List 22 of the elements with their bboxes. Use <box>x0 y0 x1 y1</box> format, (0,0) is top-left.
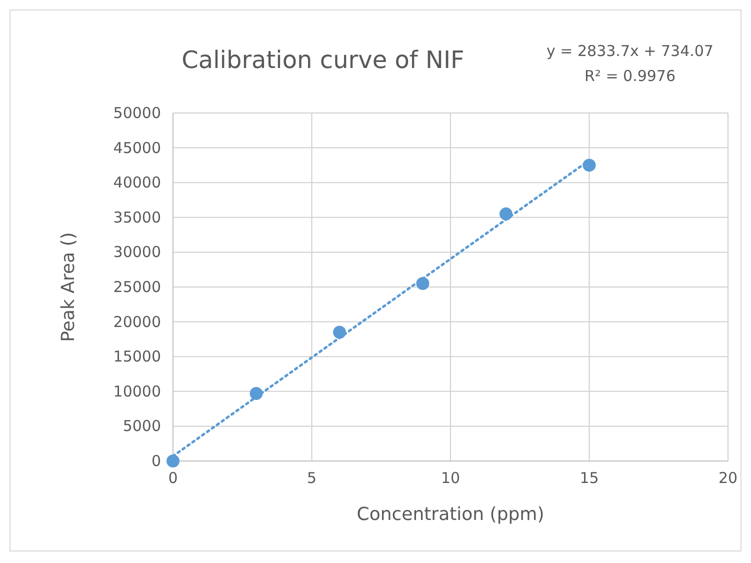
y-tick-label: 50000 <box>113 104 161 122</box>
y-tick-label: 25000 <box>113 278 161 296</box>
x-tick-label: 10 <box>440 469 460 487</box>
y-tick-label: 20000 <box>113 312 161 331</box>
y-tick-label: 5000 <box>122 417 161 436</box>
x-tick-label: 0 <box>168 469 178 487</box>
x-axis-title: Concentration (ppm) <box>356 504 544 525</box>
x-tick-label: 15 <box>580 469 599 487</box>
y-tick-label: 30000 <box>113 243 161 262</box>
y-tick-label: 15000 <box>113 348 161 366</box>
y-tick-label: 35000 <box>113 208 161 226</box>
text: y = 2833.7x + 734.07 <box>546 42 714 60</box>
point <box>166 454 180 468</box>
text: R² = 0.9976 <box>584 67 676 85</box>
y-tick-label: 45000 <box>113 138 161 157</box>
y-tick-label: 40000 <box>113 174 161 192</box>
chart-title: Calibration curve of NIF <box>182 46 464 74</box>
y-tick-label: 0 <box>151 452 161 470</box>
y-axis-title: Peak Area () <box>58 232 79 342</box>
x-tick-label: 20 <box>718 469 738 487</box>
x-tick-label: 5 <box>306 469 317 487</box>
y-tick-label: 10000 <box>113 382 161 400</box>
